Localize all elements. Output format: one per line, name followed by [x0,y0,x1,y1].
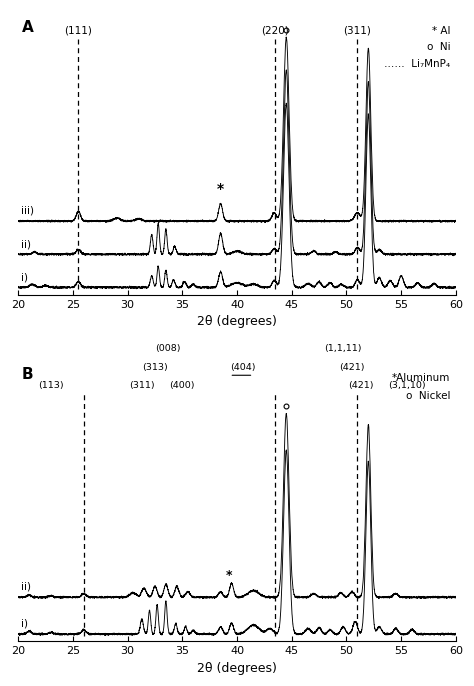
X-axis label: 2θ (degrees): 2θ (degrees) [197,315,277,328]
Text: (220): (220) [262,26,289,36]
Text: (404): (404) [230,363,255,372]
Text: B: B [21,367,33,382]
Text: (113): (113) [38,381,64,390]
X-axis label: 2θ (degrees): 2θ (degrees) [197,662,277,675]
Text: (421): (421) [348,381,374,390]
Text: o  Ni: o Ni [427,43,450,52]
Text: (421): (421) [339,363,365,372]
Text: A: A [21,21,33,35]
Text: ii): ii) [21,239,31,249]
Text: *Aluminum: *Aluminum [392,372,450,383]
Text: ……  Li₇MnP₄: …… Li₇MnP₄ [384,59,450,69]
Text: (311): (311) [129,381,155,390]
Text: i): i) [21,618,28,628]
Text: *: * [226,569,233,582]
Text: (311): (311) [344,26,371,36]
Text: * Al: * Al [432,26,450,36]
Text: *: * [217,182,224,196]
Text: (1,1,11): (1,1,11) [324,344,362,353]
Text: (3,1,10): (3,1,10) [388,381,426,390]
Text: i): i) [21,272,28,282]
Text: (111): (111) [64,26,92,36]
Text: (313): (313) [142,363,168,372]
Text: ii): ii) [21,581,31,591]
Text: (400): (400) [170,381,195,390]
Text: iii): iii) [21,206,35,216]
Text: o  Nickel: o Nickel [406,391,450,401]
Text: (008): (008) [155,344,181,353]
